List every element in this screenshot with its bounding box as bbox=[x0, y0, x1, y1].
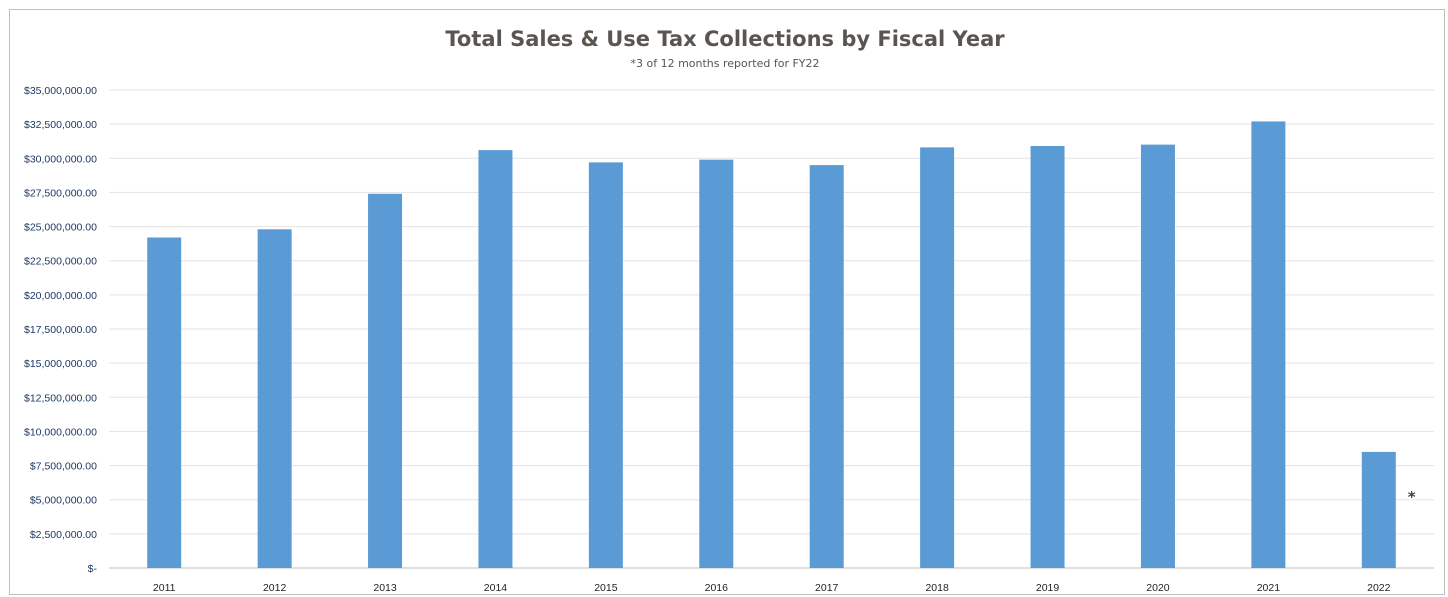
y-tick-label: $30,000,000.00 bbox=[24, 153, 97, 165]
y-tick-label: $20,000,000.00 bbox=[24, 290, 97, 302]
y-tick-label: $12,500,000.00 bbox=[24, 392, 97, 404]
bar-2011 bbox=[147, 237, 182, 569]
y-tick-label: $15,000,000.00 bbox=[24, 358, 97, 370]
y-tick-label: $17,500,000.00 bbox=[24, 324, 97, 336]
bar-2014 bbox=[478, 150, 513, 568]
chart-frame: Total Sales & Use Tax Collections by Fis… bbox=[9, 9, 1445, 595]
y-tick-label: $7,500,000.00 bbox=[30, 461, 97, 473]
x-tick-label: 2015 bbox=[594, 582, 618, 594]
x-tick-label: 2013 bbox=[373, 582, 397, 594]
bars bbox=[147, 121, 1396, 569]
x-tick-label: 2022 bbox=[1367, 582, 1391, 594]
y-tick-label: $25,000,000.00 bbox=[24, 222, 97, 234]
bar-2017 bbox=[809, 165, 844, 568]
y-tick-label: $32,500,000.00 bbox=[24, 119, 97, 131]
bar-2016 bbox=[699, 159, 734, 568]
x-tick-label: 2020 bbox=[1146, 582, 1170, 594]
chart-title: Total Sales & Use Tax Collections by Fis… bbox=[445, 27, 1005, 51]
x-tick-label: 2014 bbox=[484, 582, 508, 594]
x-tick-label: 2018 bbox=[925, 582, 949, 594]
x-tick-label: 2012 bbox=[263, 582, 287, 594]
annotations: * bbox=[1408, 488, 1416, 506]
bar-2012 bbox=[257, 229, 292, 568]
bar-2019 bbox=[1030, 145, 1065, 568]
y-tick-label: $27,500,000.00 bbox=[24, 187, 97, 199]
x-axis-ticks: 2011 2012 2013 2014 2015 2016 2017 2018 2019 2020… bbox=[153, 582, 1391, 594]
annotation-asterisk: * bbox=[1408, 488, 1416, 506]
x-tick-label: 2017 bbox=[815, 582, 839, 594]
bar-2020 bbox=[1140, 144, 1175, 568]
chart-subtitle: *3 of 12 months reported for FY22 bbox=[630, 57, 819, 70]
y-tick-label: $2,500,000.00 bbox=[30, 529, 97, 541]
y-tick-label: $5,000,000.00 bbox=[30, 495, 97, 507]
y-axis-ticks: $- $2,500,000.00 $5,000,000.00 $7,500,000.0… bbox=[24, 85, 97, 575]
x-tick-label: 2011 bbox=[153, 582, 176, 594]
y-tick-label: $35,000,000.00 bbox=[24, 85, 97, 97]
y-tick-label: $- bbox=[88, 563, 98, 575]
y-tick-label: $22,500,000.00 bbox=[24, 256, 97, 268]
x-tick-label: 2019 bbox=[1036, 582, 1060, 594]
chart: Total Sales & Use Tax Collections by Fis… bbox=[24, 27, 1434, 594]
x-tick-label: 2021 bbox=[1257, 582, 1281, 594]
gridlines bbox=[109, 89, 1434, 569]
bar-2018 bbox=[920, 147, 955, 569]
y-tick-label: $10,000,000.00 bbox=[24, 426, 97, 438]
bar-2022 bbox=[1361, 451, 1396, 568]
x-tick-label: 2016 bbox=[705, 582, 729, 594]
bar-2013 bbox=[368, 193, 403, 568]
bar-2021 bbox=[1251, 121, 1286, 568]
bar-2015 bbox=[588, 162, 623, 568]
